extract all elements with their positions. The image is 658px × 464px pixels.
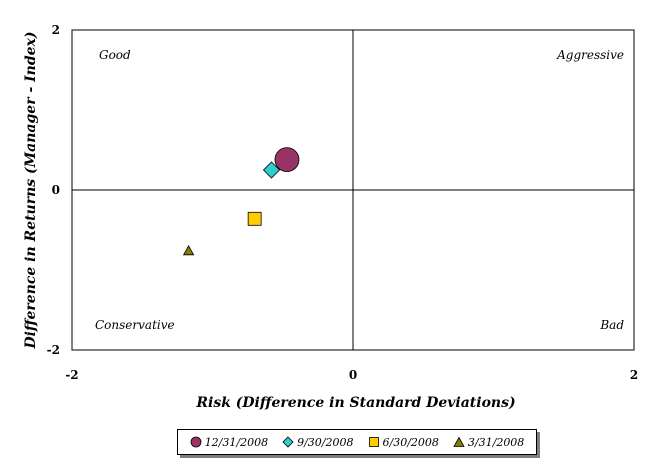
legend-label: 12/31/2008 bbox=[204, 435, 269, 449]
legend-label: 6/30/2008 bbox=[382, 435, 439, 449]
x-tick-label-mid: 0 bbox=[349, 368, 357, 382]
circle-marker-icon bbox=[190, 436, 202, 448]
legend-item: 12/31/2008 bbox=[190, 436, 268, 449]
legend-item: 6/30/2008 bbox=[368, 436, 439, 449]
x-tick-label-left: -2 bbox=[65, 368, 78, 382]
y-axis-title: Difference in Returns (Manager - Index) bbox=[23, 31, 39, 349]
y-tick-label-mid: 0 bbox=[52, 183, 60, 197]
quadrant-label-aggressive: Aggressive bbox=[556, 48, 624, 62]
diamond-marker-icon bbox=[282, 436, 294, 448]
legend-label: 9/30/2008 bbox=[297, 435, 354, 449]
x-axis-title: Risk (Difference in Standard Deviations) bbox=[195, 395, 515, 411]
data-point-3-31-2008 bbox=[182, 244, 195, 256]
legend-item: 3/31/2008 bbox=[453, 436, 524, 449]
y-tick-label-bottom: -2 bbox=[47, 343, 60, 357]
scatter-chart: 2 0 -2 -2 0 2 Risk (Difference in Standa… bbox=[23, 23, 638, 411]
x-tick-label-right: 2 bbox=[630, 368, 638, 382]
y-tick-label-top: 2 bbox=[52, 23, 60, 37]
data-point-6-30-2008 bbox=[247, 211, 262, 226]
chart-legend: 12/31/2008 9/30/2008 6/30/2008 3/31/2008 bbox=[177, 429, 537, 455]
triangle-marker-icon bbox=[453, 436, 465, 447]
data-point-12-31-2008 bbox=[274, 147, 300, 173]
quadrant-label-bad: Bad bbox=[599, 318, 624, 332]
quadrant-label-good: Good bbox=[99, 48, 131, 62]
legend-item: 9/30/2008 bbox=[282, 435, 354, 449]
data-point-9-30-2008 bbox=[262, 161, 281, 179]
data-points bbox=[182, 147, 300, 256]
square-marker-icon bbox=[368, 437, 379, 447]
quadrant-label-conservative: Conservative bbox=[95, 318, 175, 332]
legend-label: 3/31/2008 bbox=[467, 435, 525, 449]
